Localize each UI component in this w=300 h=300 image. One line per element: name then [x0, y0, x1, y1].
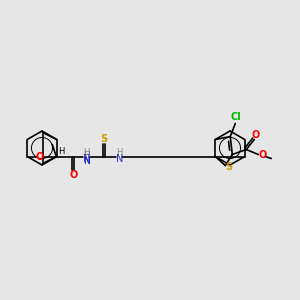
- Text: Cl: Cl: [231, 112, 242, 122]
- Text: H: H: [58, 147, 64, 156]
- Text: O: O: [35, 152, 44, 161]
- Text: N: N: [82, 154, 90, 164]
- Text: N: N: [116, 154, 123, 164]
- Text: H: H: [116, 148, 122, 157]
- Text: H: H: [83, 151, 90, 160]
- Text: N: N: [83, 157, 90, 166]
- Text: O: O: [258, 151, 266, 160]
- Text: S: S: [101, 134, 108, 143]
- Text: H: H: [83, 148, 89, 157]
- Text: O: O: [69, 169, 77, 179]
- Text: S: S: [226, 163, 233, 172]
- Text: O: O: [251, 130, 260, 140]
